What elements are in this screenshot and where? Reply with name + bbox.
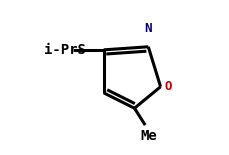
Text: i-PrS: i-PrS: [44, 43, 86, 57]
Text: N: N: [144, 22, 152, 35]
Text: O: O: [164, 80, 172, 93]
Text: Me: Me: [140, 129, 157, 143]
